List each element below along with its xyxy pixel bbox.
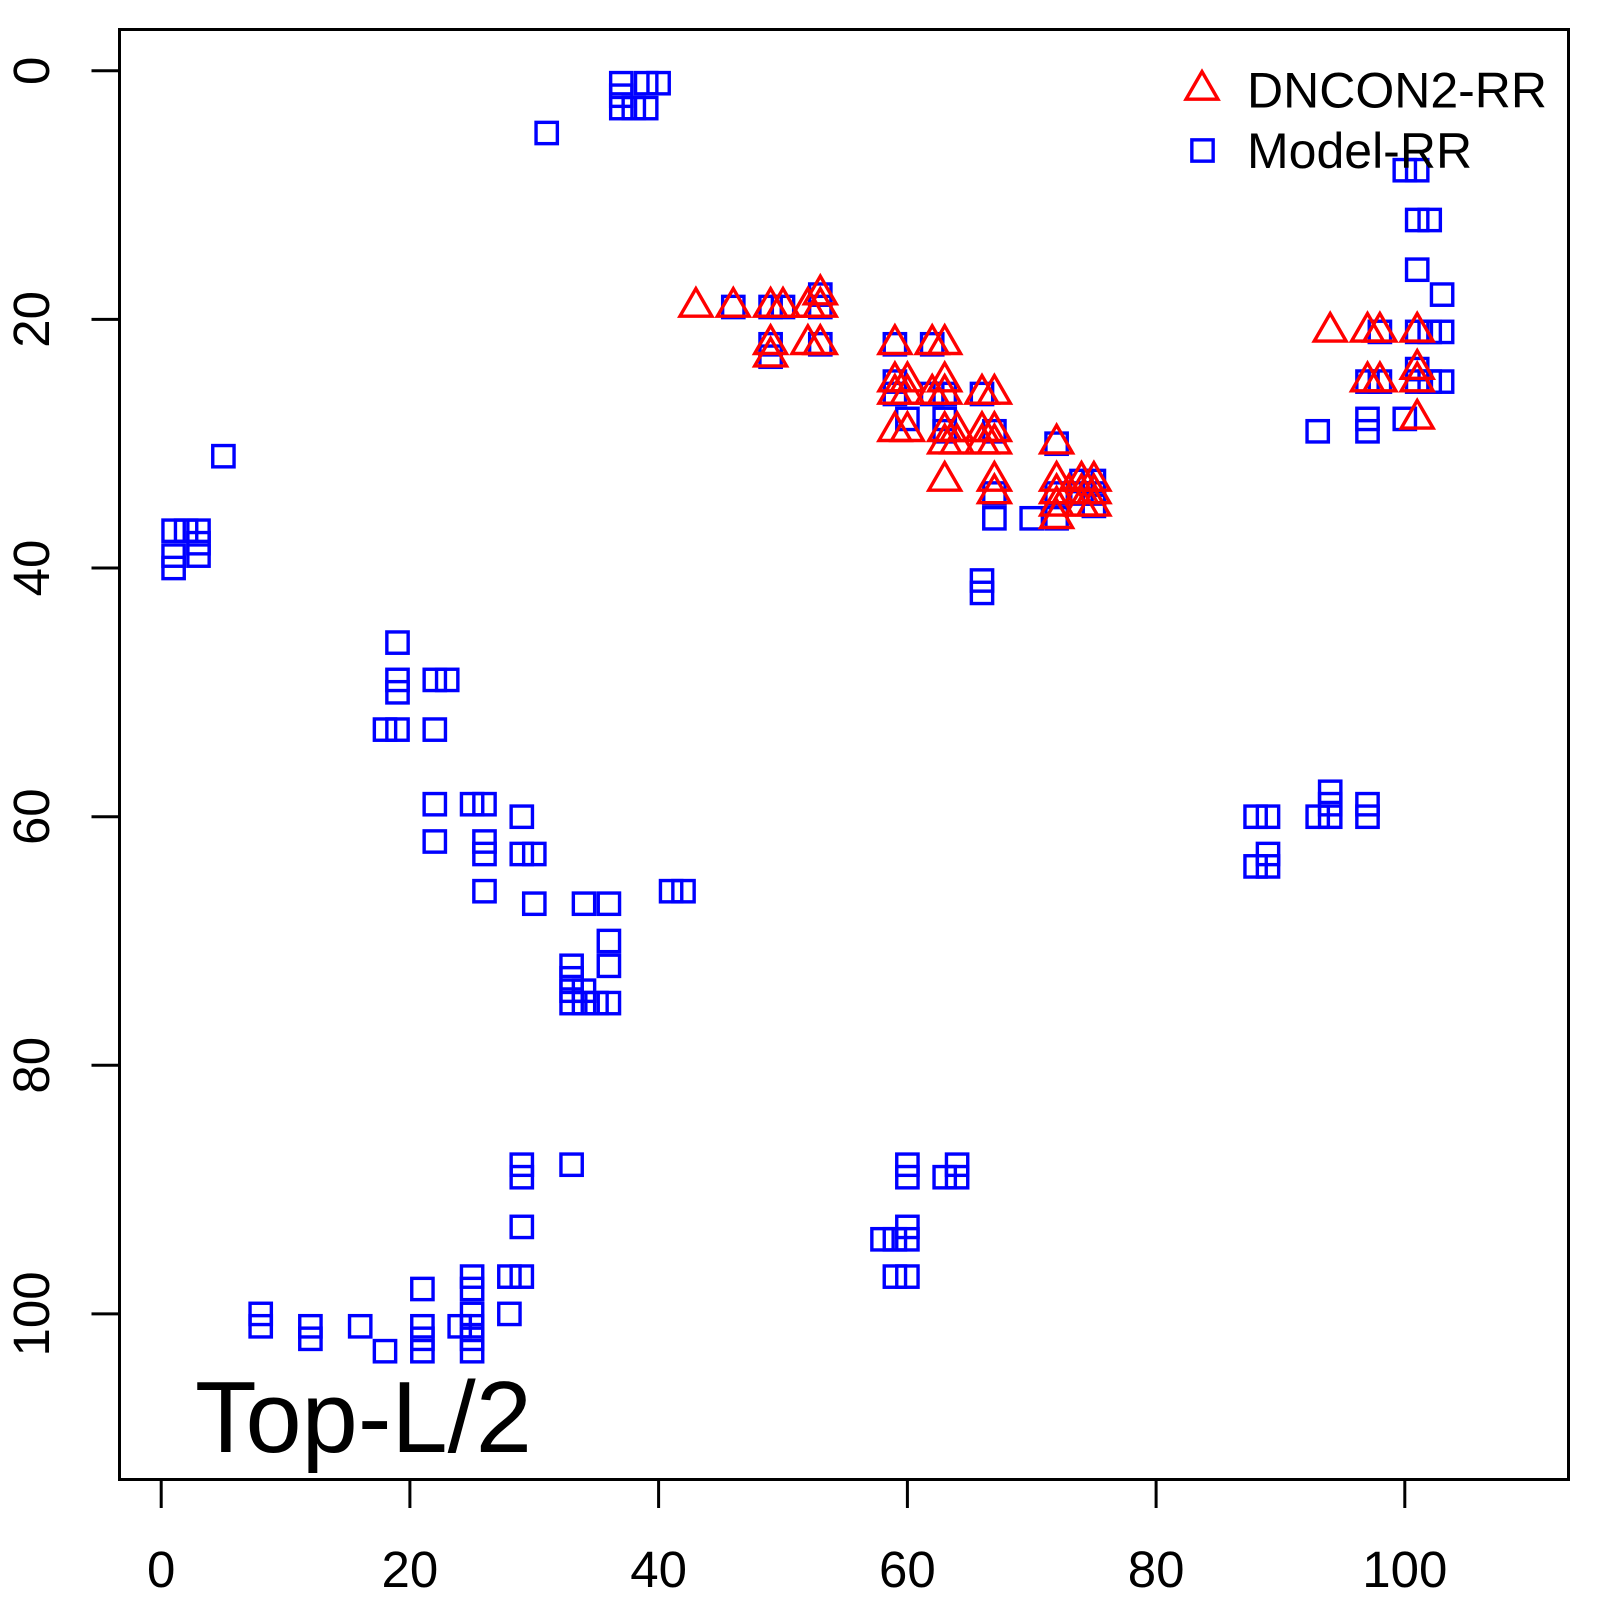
- svg-text:0: 0: [3, 57, 60, 85]
- svg-text:60: 60: [879, 1541, 936, 1598]
- svg-text:100: 100: [3, 1271, 60, 1356]
- svg-text:60: 60: [3, 788, 60, 845]
- svg-text:40: 40: [3, 540, 60, 597]
- svg-text:20: 20: [3, 291, 60, 348]
- svg-text:Model-RR: Model-RR: [1247, 123, 1472, 179]
- svg-text:0: 0: [147, 1541, 175, 1598]
- svg-text:80: 80: [3, 1037, 60, 1094]
- svg-text:20: 20: [382, 1541, 439, 1598]
- svg-text:80: 80: [1128, 1541, 1185, 1598]
- svg-text:40: 40: [630, 1541, 687, 1598]
- svg-text:Top-L/2: Top-L/2: [195, 1362, 532, 1474]
- svg-text:100: 100: [1362, 1541, 1447, 1598]
- svg-text:DNCON2-RR: DNCON2-RR: [1247, 63, 1547, 119]
